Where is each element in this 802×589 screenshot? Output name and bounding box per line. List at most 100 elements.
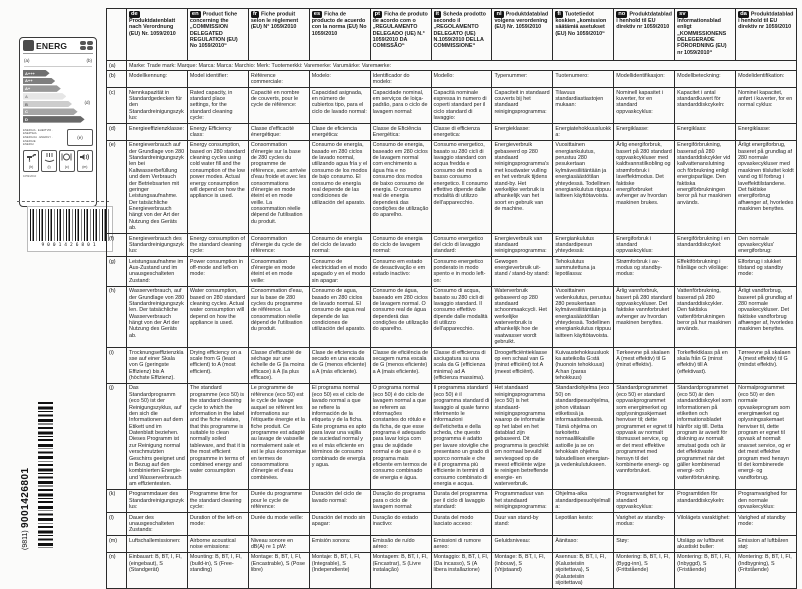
table-cell-en: Water consumption, based on 280 standard… xyxy=(186,285,249,349)
table-cell-it: Emissioni di rumore aereo: xyxy=(430,535,493,553)
language-badge-da: da xyxy=(738,10,749,18)
table-cell-fr: Consommation d'eau, sur la base de 280 c… xyxy=(247,285,310,349)
table-cell-en: Drying efficiency on a scale from G (lea… xyxy=(186,347,249,384)
table-cell-sv: Standardprogrammet (eco 50) är den stand… xyxy=(674,382,737,490)
column-header-it: it Scheda prodotto secondo il „REGOLAMENT… xyxy=(430,8,493,61)
table-cell-de: Energieverbrauch auf der Grundlage von 2… xyxy=(126,139,188,235)
table-cell-es: Consumo de agua, basado en 280 ciclos de… xyxy=(308,285,371,349)
annual-energy-box: (e) xyxy=(67,128,93,146)
table-cell-it: Consumo energetico ponderato in modo spe… xyxy=(430,256,493,287)
icon-marker: (c) xyxy=(64,165,69,170)
model-marker: (b) xyxy=(86,58,93,63)
energy-label-schematic: ENERG (a) (b) A+++ A++ A+ A B C D (d) ENERGIA … xyxy=(19,37,97,207)
table-cell-fi: Energiatehokkuusluokka: xyxy=(552,123,615,141)
water-tap-icon xyxy=(26,152,37,162)
table-cell-sv: Kapacitet i antal standardkuvert för sta… xyxy=(674,87,737,124)
table-cell-it: Consumo energetico, basato su 280 cicli … xyxy=(430,139,493,235)
table-cell-en: Energy consumption of the standard clean… xyxy=(186,232,249,258)
table-cell-nl: Capaciteit in standaard couverts bij het… xyxy=(491,87,554,124)
table-cell-es: Clase de eficiencia energética: xyxy=(308,123,371,141)
table-cell-pt: Classe de Eficiência Energética: xyxy=(369,123,432,141)
table-cell-da: Årligt vandforbrug, baseret på grundlag … xyxy=(735,285,797,349)
noise-icon xyxy=(79,152,90,162)
table-cell-nl: Droogefficiëntieklasse op een schaal van… xyxy=(491,347,554,384)
table-cell-es: Emisión sonora: xyxy=(308,535,371,553)
energy-label-icon-row: (h) (i) (c) (m) xyxy=(23,149,93,172)
column-header-da: da Produktdatablad i henhold til EU direk… xyxy=(735,8,797,61)
table-cell-de: Programmdauer des Standardreinigungszykl… xyxy=(126,488,188,514)
table-cell-sv: Torkeffektklass på en skala från G (mins… xyxy=(674,347,737,384)
energy-label-title: ENERG xyxy=(36,40,68,51)
side-document-id: (9811) 9001426801 xyxy=(20,400,31,550)
column-header-en: en Product fiche concerning the „COMMISSI… xyxy=(186,8,249,61)
table-row-h: (h) Wasserverbrauch, auf der Grundlage vo… xyxy=(106,285,797,349)
row-label: (k) xyxy=(106,488,127,514)
table-cell-sv: Programtiden för standarddiskcykeln: xyxy=(674,488,737,514)
table-cell-it: Durata del programma per il ciclo di lav… xyxy=(430,488,493,514)
table-cell-span: Marke: Trade mark: Marque: Marca: Marca:… xyxy=(126,59,797,72)
table-row-g: (g) Leistungsaufnahme im Aus-Zustand und … xyxy=(106,256,797,287)
table-cell-fi: Asennus: B, BT, I, FI, (Kalusteisiin sij… xyxy=(552,551,615,589)
table-cell-no: Strømforbruk i av-modus og standby-modus… xyxy=(613,256,676,287)
table-cell-no: Tørkeevne på skalaen A (mest effektiv) t… xyxy=(613,347,676,384)
language-badge-sv: sv xyxy=(677,10,688,18)
table-cell-fi: Standardiohjelma (eco 50) on standardipe… xyxy=(552,382,615,490)
table-cell-fr: Consommation d'énergie sur la base de 28… xyxy=(247,139,310,235)
table-cell-nl: Typenummer: xyxy=(491,70,554,89)
language-badge-es: es xyxy=(311,10,323,18)
column-header-fi: fi Tuotetiedot koskien „komission säätämi… xyxy=(552,8,615,61)
table-cell-en: Rated capacity, in standard place settin… xyxy=(186,87,249,124)
language-badge-pt: pt xyxy=(372,10,383,18)
row-label: (d) xyxy=(106,123,127,141)
table-cell-nl: Programmaduur van het standaard reinigin… xyxy=(491,488,554,514)
table-cell-da: Nominel kapacitet, anført i kuverter, fo… xyxy=(735,87,797,124)
table-cell-fr: Le programme de référence (eco 50) est l… xyxy=(247,382,310,490)
table-cell-sv: Modellbeteckning: xyxy=(674,70,737,89)
table-cell-fr: Durée du programme pour le cycle de réfé… xyxy=(247,488,310,514)
table-cell-fi: Kuivaustehokkuusluokka asteikolla G:stä … xyxy=(552,347,615,384)
table-cell-no: Energiklasse: xyxy=(613,123,676,141)
table-cell-pt: Duração do estado inactivo: xyxy=(369,511,432,537)
table-cell-nl: Gewogen energieverbruik uit-stand / stan… xyxy=(491,256,554,287)
row-label: (g) xyxy=(106,256,127,287)
table-cell-fr: Montage: B, BT, I, FI, (Encastrable), S … xyxy=(247,551,310,589)
table-row-e: (e) Energieverbrauch auf der Grundlage vo… xyxy=(106,139,797,235)
table-cell-de: Modellkennung: xyxy=(126,70,188,89)
table-cell-fr: Capacité en nombre de couverts, pour le … xyxy=(247,87,310,124)
table-cell-fi: Vuosittainen vedenkulutus, perustuu 280 … xyxy=(552,285,615,349)
table-cell-no: Montering: B, BT, I, FI, (Bygg-inn), S (… xyxy=(613,551,676,589)
table-cell-fr: Référence commerciale: xyxy=(247,70,310,89)
table-cell-es: Duración del ciclo de lavado normal: xyxy=(308,488,371,514)
barcode-digits: 9001426801 xyxy=(41,242,99,248)
table-row-n: (n) Einbauart: B, BT, I, FI, (eingebaut),… xyxy=(106,551,797,589)
language-badge-nl: nl xyxy=(494,10,504,18)
energy-label-icon-box: (m) xyxy=(76,149,93,172)
table-cell-it: Classe di efficienza energetica: xyxy=(430,123,493,141)
energy-class-marker: (d) xyxy=(84,100,91,105)
table-cell-it: Consumo di acqua, basato su 280 cicli di… xyxy=(430,285,493,349)
table-cell-es: Capacidad asignada, en número de cubiert… xyxy=(308,87,371,124)
eu-flag-icon xyxy=(23,40,34,51)
scanned-product-fiche-page: { "energy_label": { "title": "ENERG", "m… xyxy=(17,8,797,589)
table-cell-pt: Capacidade nominal, em serviços de loiça… xyxy=(369,87,432,124)
table-cell-fr: Consommation d'énergie en mode éteint et… xyxy=(247,256,310,287)
table-cell-de: Luftschallemissionen: xyxy=(126,535,188,553)
table-cell-fr: Consommation d'énergie du cycle de référ… xyxy=(247,232,310,258)
table-cell-nl: Montage: B, BT, I, FI, (Inbouw), S (Vrij… xyxy=(491,551,554,589)
table-cell-sv: Vilolägets varaktighet: xyxy=(674,511,737,537)
table-cell-no: Modellidentifikasjon: xyxy=(613,70,676,89)
column-title: Scheda prodotto secondo il „REGOLAMENTO … xyxy=(433,11,486,50)
energy-label-header: ENERG xyxy=(23,40,93,54)
table-cell-da: Årligt energiforbrug, baseret på grundla… xyxy=(735,139,797,235)
row-label: (n) xyxy=(106,551,127,589)
table-cell-fi: Äänitaso: xyxy=(552,535,615,553)
table-cell-sv: Energiklass: xyxy=(674,123,737,141)
table-cell-pt: Consumo em estado de desactivação e em e… xyxy=(369,256,432,287)
row-label: (m) xyxy=(106,535,127,553)
table-cell-fr: Durée du mode veille: xyxy=(247,511,310,537)
table-cell-es: Consumo de energía, basado en 280 ciclos… xyxy=(308,139,371,235)
table-cell-es: Consumo de energía del ciclo de lavado n… xyxy=(308,232,371,258)
table-cell-pt: Emissão de ruído aéreo: xyxy=(369,535,432,553)
table-cell-no: Standardprogrammet (eco 50) er standard … xyxy=(613,382,676,490)
table-cell-fi: Tilavuus standardiastiastojen mukaan: xyxy=(552,87,615,124)
